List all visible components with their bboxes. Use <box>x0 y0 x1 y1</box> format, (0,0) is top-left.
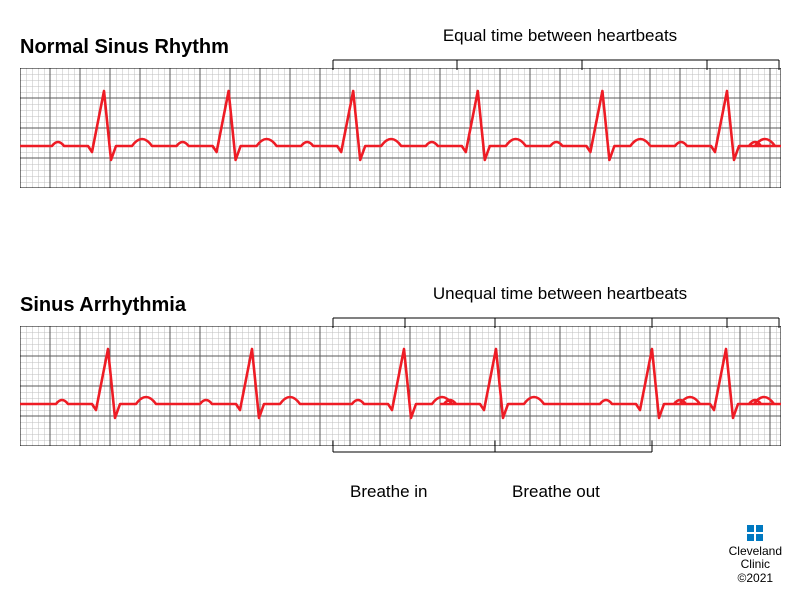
top-annotation: Equal time between heartbeats <box>330 26 790 46</box>
top-annotation: Unequal time between heartbeats <box>340 284 780 304</box>
bottom-annotation: Breathe in <box>350 482 428 502</box>
attribution: ClevelandClinic©2021 <box>729 523 782 586</box>
bottom-annotation: Breathe out <box>512 482 600 502</box>
org-name: Cleveland <box>729 545 782 559</box>
normal-sinus-ecg <box>20 68 781 188</box>
copyright: ©2021 <box>729 572 782 586</box>
sinus-arrhythmia-title: Sinus Arrhythmia <box>20 294 186 317</box>
org-name-2: Clinic <box>729 558 782 572</box>
normal-sinus-title: Normal Sinus Rhythm <box>20 36 229 59</box>
sinus-arrhythmia-ecg <box>20 326 781 446</box>
cleveland-clinic-logo-icon <box>745 523 765 543</box>
